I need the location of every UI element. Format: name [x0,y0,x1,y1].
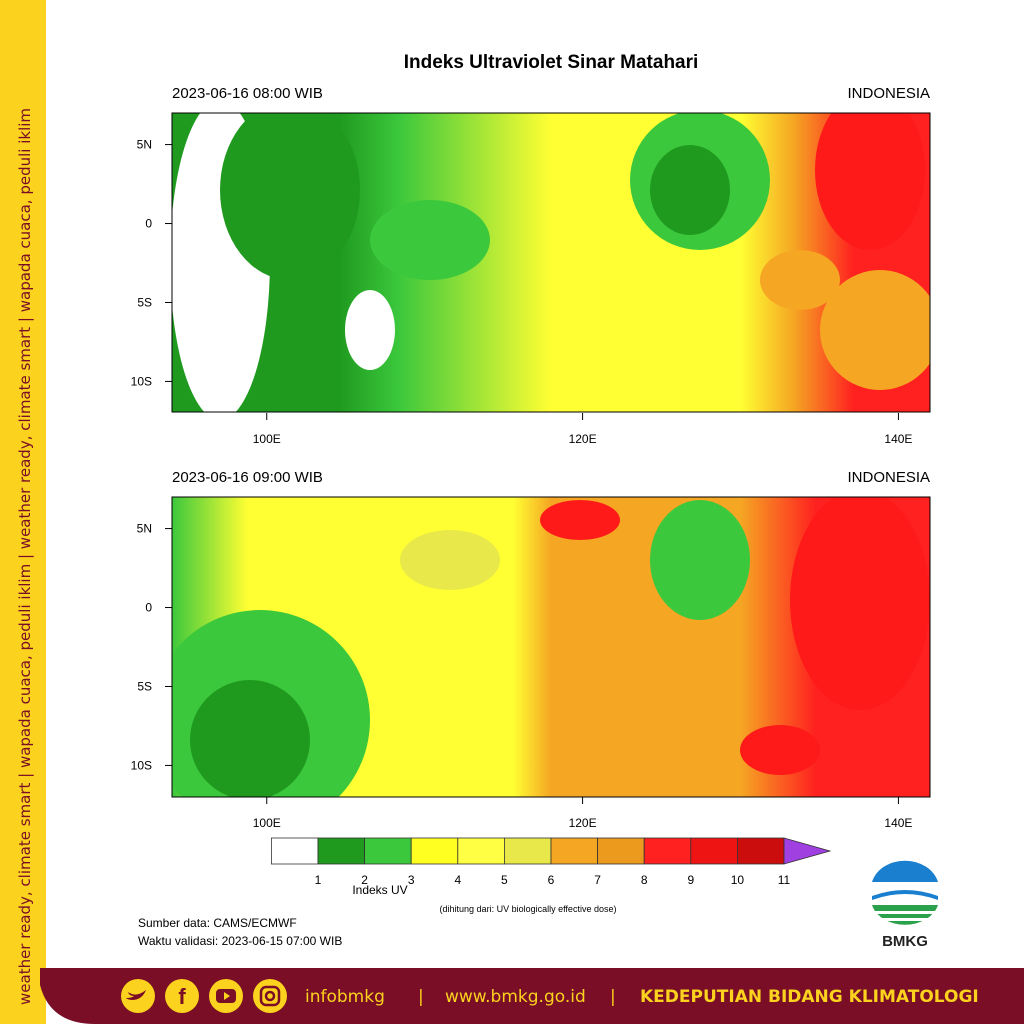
panel-time: 2023-06-16 08:00 WIB [172,85,323,102]
over-arrow [783,837,832,865]
svg-text:f: f [178,984,186,1009]
sidebar [0,0,46,1024]
color-box [410,837,459,865]
bmkg-logo [872,860,938,925]
lat-tick-label: 5N [137,138,152,152]
legend-tick-label: 5 [501,873,508,887]
panel-region: INDONESIA [847,85,930,102]
legend-tick-label: 2 [361,873,368,887]
legend-tick-label: 11 [778,873,791,887]
lon-tick-label: 100E [253,432,281,446]
sidebar-text: weather ready, climate smart | wapada cu… [16,108,34,1005]
legend-tick-label: 1 [315,873,322,887]
legend-tick-label: 4 [454,873,461,887]
lat-tick-label: 0 [145,217,152,231]
separator: | [418,987,424,1007]
website: www.bmkg.go.id [445,987,586,1007]
legend-tick-label: 6 [548,873,555,887]
lat-tick-label: 5S [137,295,152,309]
lat-tick-label: 10S [131,758,152,772]
color-box [503,837,552,865]
logo-text: BMKG [882,933,928,950]
color-box [270,837,319,865]
panel-time: 2023-06-16 09:00 WIB [172,469,323,486]
lat-tick-label: 10S [131,374,152,388]
legend-tick-label: 7 [594,873,601,887]
color-box [690,837,738,865]
legend-tick-label: 8 [641,873,648,887]
uv-map-2 [172,497,930,797]
source: Sumber data: CAMS/ECMWF [138,916,297,930]
lon-tick-label: 140E [884,816,912,830]
lon-tick-label: 120E [569,432,597,446]
title: Indeks Ultraviolet Sinar Matahari [404,52,699,73]
lon-tick-label: 120E [569,816,597,830]
map-frame [171,496,931,798]
instagram-icon[interactable] [253,979,287,1013]
panel-region: INDONESIA [847,469,930,486]
validity: Waktu validasi: 2023-06-15 07:00 WIB [138,934,342,948]
color-box [643,837,692,865]
legend-subtitle: (dihitung dari: UV biologically effectiv… [440,904,617,914]
lon-tick-label: 100E [253,816,281,830]
color-box [550,837,598,865]
legend-tick-label: 10 [731,873,745,887]
color-box [737,837,785,865]
uv-map-1 [172,113,930,412]
facebook-icon[interactable] [165,979,199,1013]
lat-tick-label: 0 [145,601,152,615]
legend-title: Indeks UV [352,883,407,897]
handle: infobmkg [305,987,385,1007]
color-box [457,837,505,865]
legend-tick-label: 3 [408,873,415,887]
lon-tick-label: 140E [884,432,912,446]
separator: | [610,987,616,1007]
footer [40,968,1024,1024]
legend-tick-label: 9 [687,873,694,887]
color-box [364,837,412,865]
color-box [597,837,645,865]
color-box [317,837,365,865]
lat-tick-label: 5N [137,522,152,536]
map-frame [171,112,931,413]
department: KEDEPUTIAN BIDANG KLIMATOLOGI [640,987,979,1007]
lat-tick-label: 5S [137,679,152,693]
